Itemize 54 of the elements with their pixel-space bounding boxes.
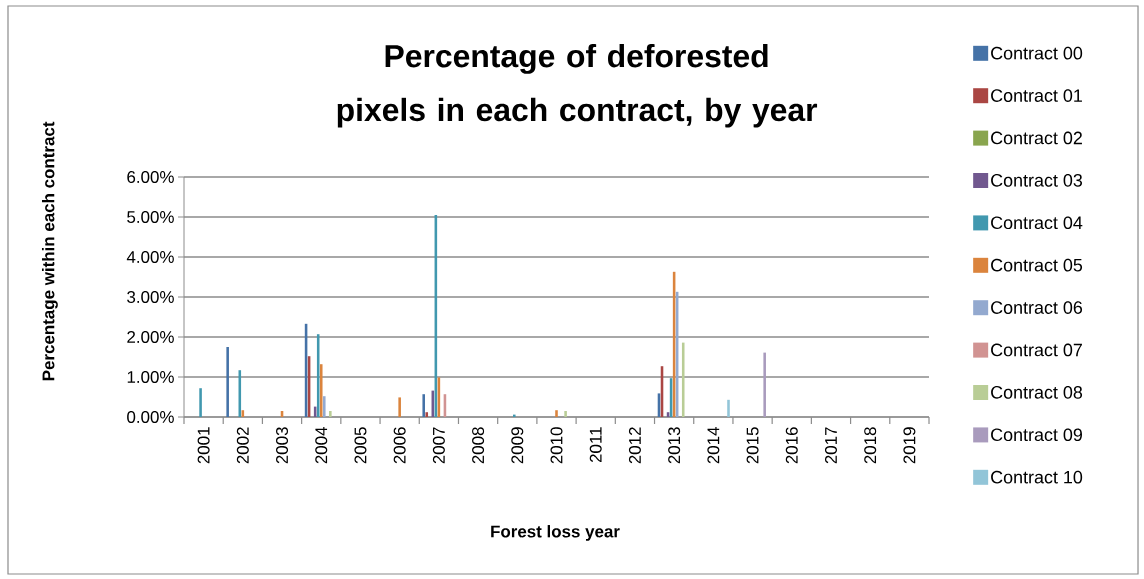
bar bbox=[398, 397, 401, 418]
x-tick-label: 2006 bbox=[393, 427, 406, 464]
x-tick-label: 2013 bbox=[668, 427, 681, 464]
x-tick-label: 2014 bbox=[707, 427, 720, 464]
x-tick-label: 2008 bbox=[472, 427, 485, 464]
bar bbox=[226, 347, 229, 418]
chart-title: Percentage of deforested pixels in each contract, by year bbox=[337, 44, 818, 128]
x-tick-label: 2003 bbox=[276, 427, 289, 464]
x-tick-label: 2002 bbox=[236, 427, 249, 464]
x-tick-label: 2015 bbox=[746, 427, 759, 464]
y-tick-label: 2.00% bbox=[127, 331, 174, 344]
bar bbox=[512, 414, 516, 418]
bar bbox=[199, 388, 202, 418]
bar bbox=[727, 399, 730, 418]
y-tick-label: 5.00% bbox=[127, 211, 174, 224]
legend-label: Contract 03 bbox=[991, 173, 1083, 187]
legend-label: Contract 07 bbox=[991, 343, 1082, 357]
legend-label: Contract 09 bbox=[991, 428, 1082, 442]
bar bbox=[322, 396, 326, 418]
legend-label: Contract 02 bbox=[991, 131, 1082, 145]
x-tick-label: 2004 bbox=[315, 427, 328, 464]
bar bbox=[564, 411, 567, 418]
x-axis-title: Forest loss year bbox=[491, 525, 620, 541]
x-tick-label: 2010 bbox=[550, 427, 563, 464]
x-tick-label: 2009 bbox=[511, 427, 524, 464]
bar bbox=[763, 352, 766, 418]
legend-label: Contract 01 bbox=[991, 89, 1082, 102]
y-axis-title: Percentage within each contract bbox=[41, 121, 58, 381]
y-tick-label: 1.00% bbox=[127, 371, 174, 384]
y-tick-label: 0.00% bbox=[127, 411, 174, 424]
x-tick-label: 2017 bbox=[824, 427, 837, 464]
bar bbox=[319, 364, 323, 418]
x-tick-label: 2001 bbox=[197, 427, 210, 464]
bar bbox=[422, 394, 426, 418]
legend-label: Contract 00 bbox=[991, 46, 1083, 60]
y-tick-label: 4.00% bbox=[126, 251, 174, 264]
x-tick-label: 2005 bbox=[354, 427, 367, 464]
x-tick-label: 2016 bbox=[785, 427, 798, 464]
y-tick-label: 3.00% bbox=[127, 291, 174, 304]
legend-label: Contract 06 bbox=[991, 301, 1083, 314]
x-tick-label: 2018 bbox=[864, 427, 877, 464]
bar bbox=[329, 411, 332, 418]
bar bbox=[555, 410, 558, 418]
legend-label: Contract 08 bbox=[991, 386, 1083, 399]
legend-label: Contract 04 bbox=[991, 216, 1083, 230]
bar bbox=[681, 342, 685, 418]
legend-label: Contract 10 bbox=[991, 470, 1083, 484]
legend-label: Contract 05 bbox=[991, 258, 1083, 272]
x-tick-label: 2019 bbox=[903, 427, 916, 464]
x-tick-label: 2011 bbox=[589, 427, 602, 463]
x-tick-label: 2007 bbox=[432, 427, 445, 464]
x-tick-label: 2012 bbox=[628, 427, 641, 464]
bar bbox=[425, 412, 429, 418]
y-tick-label: 6.00% bbox=[127, 171, 174, 184]
